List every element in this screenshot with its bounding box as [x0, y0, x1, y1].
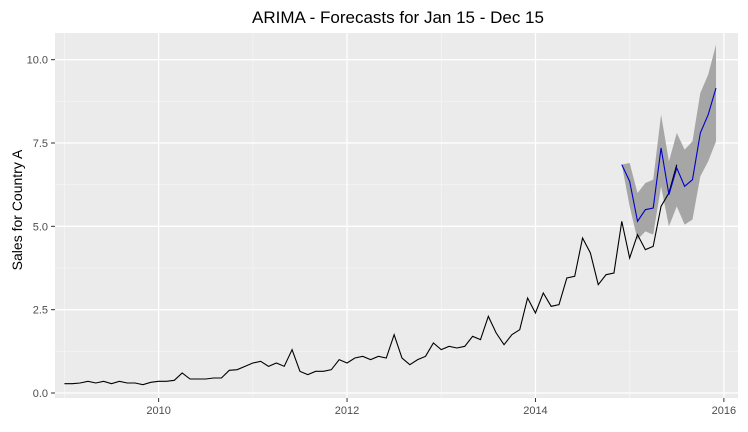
y-tick-label: 2.5 — [33, 305, 48, 317]
y-tick-label: 7.5 — [33, 138, 48, 150]
forecast-interval-band — [621, 44, 717, 240]
x-tick-label: 2010 — [146, 405, 170, 417]
forecast-line — [621, 87, 717, 223]
x-tick-label: 2016 — [712, 405, 736, 417]
y-tick-label: 10.0 — [27, 55, 48, 67]
plot-panel — [55, 33, 738, 398]
y-tick-label: 0.0 — [33, 388, 48, 400]
y-tick-label: 5.0 — [33, 221, 48, 233]
plot-area: 2010 2012 2014 2016 0.0 2.5 5.0 7.5 10.0 — [27, 33, 738, 417]
x-tick-label: 2014 — [523, 405, 547, 417]
chart-title: ARIMA - Forecasts for Jan 15 - Dec 15 — [252, 8, 544, 27]
x-tick-label: 2012 — [335, 405, 359, 417]
y-axis-title: Sales for Country A — [9, 149, 25, 270]
history-line — [64, 164, 678, 386]
